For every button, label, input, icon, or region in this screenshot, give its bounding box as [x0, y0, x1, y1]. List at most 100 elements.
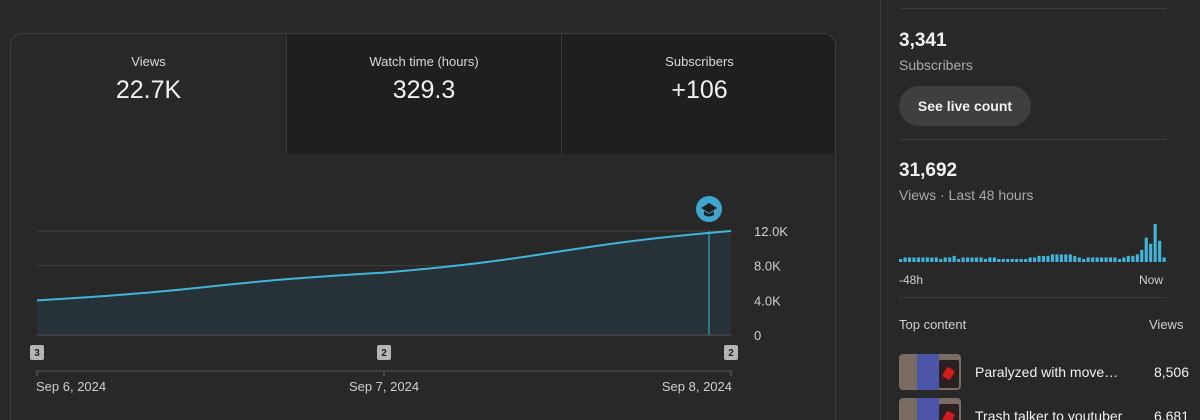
tab-subscribers-label: Subscribers	[665, 54, 734, 69]
tab-subscribers[interactable]: Subscribers +106	[561, 34, 835, 154]
series-line	[36, 230, 732, 302]
count-marker-label: 3	[34, 348, 40, 359]
spark-bar	[916, 257, 920, 262]
spark-bar	[1046, 255, 1050, 262]
tab-views-label: Views	[131, 54, 166, 69]
graduation-cap-icon-top	[701, 203, 717, 213]
spark-bar	[957, 258, 961, 262]
spark-bar	[948, 257, 952, 262]
spark-bar	[1015, 258, 1019, 262]
tab-views[interactable]: Views 22.7K	[11, 34, 286, 154]
spark-bar	[1158, 240, 1162, 262]
tab-watch-time[interactable]: Watch time (hours) 329.3	[286, 34, 561, 154]
top-content-header: Top content	[899, 317, 967, 332]
spark-bar	[952, 255, 956, 262]
spark-bar	[1001, 258, 1005, 262]
x-tick-label: Sep 8, 2024	[662, 379, 732, 394]
spark-bar	[939, 258, 943, 262]
spark-bar	[1113, 257, 1117, 262]
spark-bar	[992, 257, 996, 262]
top-content-views-header: Views	[1149, 317, 1184, 332]
spark-bar	[1033, 257, 1037, 262]
spark-bar	[899, 258, 903, 262]
spark-bar	[1144, 237, 1148, 262]
count-marker	[377, 345, 391, 360]
spark-bar	[1059, 254, 1063, 262]
count-marker-label: 2	[381, 348, 387, 359]
views-48h-count: 31,692	[899, 160, 958, 181]
spark-bar	[1108, 257, 1113, 262]
views-48h-label: Views · Last 48 hours	[899, 187, 1034, 203]
spark-bar	[1086, 257, 1090, 262]
spark-bar	[1024, 258, 1028, 262]
spark-bar	[1095, 257, 1099, 262]
spark-bar	[934, 257, 938, 262]
x-tick-label: Sep 6, 2024	[36, 379, 106, 394]
see-live-count-button[interactable]: See live count	[899, 86, 1031, 126]
tab-subscribers-value: +106	[671, 76, 728, 104]
spark-bar	[1100, 257, 1104, 262]
graduation-cap-icon-base	[704, 211, 714, 217]
spark-bar	[1162, 257, 1166, 262]
spark-bar	[1019, 258, 1023, 262]
spark-bar	[1010, 258, 1014, 262]
spark-bar	[1082, 258, 1086, 262]
spark-bar	[925, 257, 929, 262]
spark-end-label: Now	[1139, 273, 1164, 287]
spark-bar	[1068, 254, 1072, 262]
spark-bar	[1153, 224, 1157, 262]
spark-bar	[979, 257, 983, 262]
divider	[899, 139, 1167, 140]
spark-bar	[966, 257, 970, 262]
spark-bar	[1126, 255, 1130, 262]
x-tick-label: Sep 7, 2024	[349, 379, 419, 394]
spark-bar	[1006, 258, 1010, 262]
video-views: 6,681	[1153, 408, 1189, 420]
spark-bar	[912, 257, 916, 262]
spark-bar	[970, 257, 974, 262]
spark-bar	[1050, 254, 1054, 262]
video-thumbnail[interactable]	[899, 354, 961, 390]
video-thumbnail[interactable]	[899, 398, 961, 420]
spark-bar	[1091, 257, 1095, 262]
spark-bar	[1028, 257, 1032, 262]
spark-bar	[943, 257, 947, 262]
video-title[interactable]: Trash talker to youtuber	[975, 408, 1123, 420]
spark-bar	[1037, 255, 1041, 262]
spark-bar	[997, 258, 1001, 262]
spark-bar	[1064, 254, 1068, 262]
count-marker	[724, 345, 738, 360]
divider	[899, 297, 1167, 298]
spark-bar	[974, 257, 979, 262]
count-marker	[30, 345, 44, 360]
spark-bar	[930, 257, 934, 262]
spark-bar	[961, 257, 965, 262]
spark-bar	[1131, 255, 1135, 262]
y-tick-label: 8.0K	[754, 259, 781, 274]
divider	[899, 8, 1167, 9]
views-48h-bar-chart	[899, 224, 1166, 262]
video-title[interactable]: Paralyzed with movement	[975, 364, 1125, 380]
area-fill	[37, 231, 731, 335]
spark-bar	[1055, 254, 1059, 262]
spark-bar	[1041, 255, 1046, 262]
spark-bar	[983, 258, 987, 262]
views-chart: 12.0K 8.0K 4.0K 0 3 Sep 6, 2024 2 Sep 7, 2024 2 S…	[30, 196, 788, 394]
spark-bar	[988, 257, 992, 262]
top-content-item[interactable]: Paralyzed with movement 8,506	[899, 354, 1189, 390]
spark-bar	[907, 257, 912, 262]
spark-bar	[1135, 254, 1139, 262]
count-marker-label: 2	[728, 348, 734, 359]
spark-bar	[903, 257, 907, 262]
spark-bar	[921, 257, 925, 262]
spark-bar	[1149, 243, 1153, 262]
spark-bar	[1122, 257, 1126, 262]
realtime-sidebar: 3,341 Subscribers See live count 31,692 …	[880, 0, 1200, 420]
top-content-item[interactable]: Trash talker to youtuber 6,681	[899, 398, 1189, 420]
subscriber-count: 3,341	[899, 30, 947, 51]
subscriber-label: Subscribers	[899, 57, 973, 73]
spark-bar	[1073, 255, 1077, 262]
spark-bar	[1140, 249, 1144, 262]
video-views: 8,506	[1153, 364, 1189, 380]
spark-bar	[1077, 257, 1081, 262]
